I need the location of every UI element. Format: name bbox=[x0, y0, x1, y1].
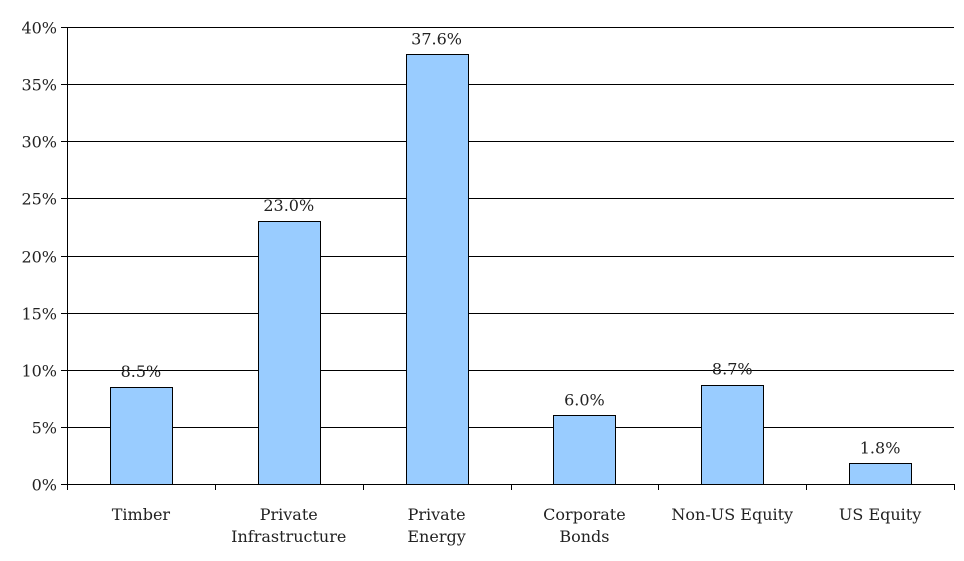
bar bbox=[110, 387, 173, 485]
category-label-line: Private bbox=[260, 505, 318, 524]
y-tick-label: 30% bbox=[21, 133, 57, 152]
bar bbox=[258, 221, 321, 485]
category-label: Non-US Equity bbox=[671, 505, 793, 524]
category-label-line: Timber bbox=[112, 505, 171, 524]
category-label-line: Corporate bbox=[543, 505, 625, 524]
data-label: 8.7% bbox=[712, 360, 753, 379]
category-label: Private Infrastructure bbox=[231, 505, 346, 546]
data-label: 6.0% bbox=[564, 390, 605, 409]
gridlines bbox=[67, 27, 954, 428]
y-tick-label: 0% bbox=[32, 476, 57, 495]
data-label: 23.0% bbox=[263, 196, 314, 215]
data-label: 8.5% bbox=[121, 362, 162, 381]
data-label: 37.6% bbox=[411, 29, 462, 48]
category-label-line: Bonds bbox=[559, 527, 609, 546]
y-tick-label: 15% bbox=[21, 305, 57, 324]
axes bbox=[61, 27, 955, 490]
bar bbox=[406, 54, 469, 485]
bars bbox=[110, 54, 912, 485]
y-tick-labels: 0% 5% 10% 15% 20% 25% 30% 35% 40% bbox=[21, 19, 57, 495]
category-label-line: US Equity bbox=[839, 505, 921, 524]
bar bbox=[701, 385, 764, 485]
y-tick-label: 10% bbox=[21, 362, 57, 381]
category-label: US Equity bbox=[839, 505, 921, 524]
category-label-line: Non-US Equity bbox=[671, 505, 793, 524]
bar bbox=[849, 463, 912, 485]
category-label-line: Private bbox=[408, 505, 466, 524]
category-label: Timber bbox=[112, 505, 171, 524]
category-label-line: Energy bbox=[407, 527, 465, 546]
category-label: Private Energy bbox=[407, 505, 465, 546]
y-tick-label: 25% bbox=[21, 190, 57, 209]
category-label: Corporate Bonds bbox=[543, 505, 625, 546]
category-label-line: Infrastructure bbox=[231, 527, 346, 546]
y-tick-label: 5% bbox=[32, 419, 57, 438]
bar bbox=[553, 415, 616, 485]
y-tick-label: 35% bbox=[21, 76, 57, 95]
data-label: 1.8% bbox=[860, 438, 901, 457]
y-tick-label: 40% bbox=[21, 19, 57, 38]
y-tick-label: 20% bbox=[21, 248, 57, 267]
x-tick-labels: Timber Private Infrastructure Private Energy… bbox=[112, 505, 922, 546]
data-labels: 8.5% 23.0% 37.6% 6.0% 8.7% 1.8% bbox=[121, 29, 901, 457]
